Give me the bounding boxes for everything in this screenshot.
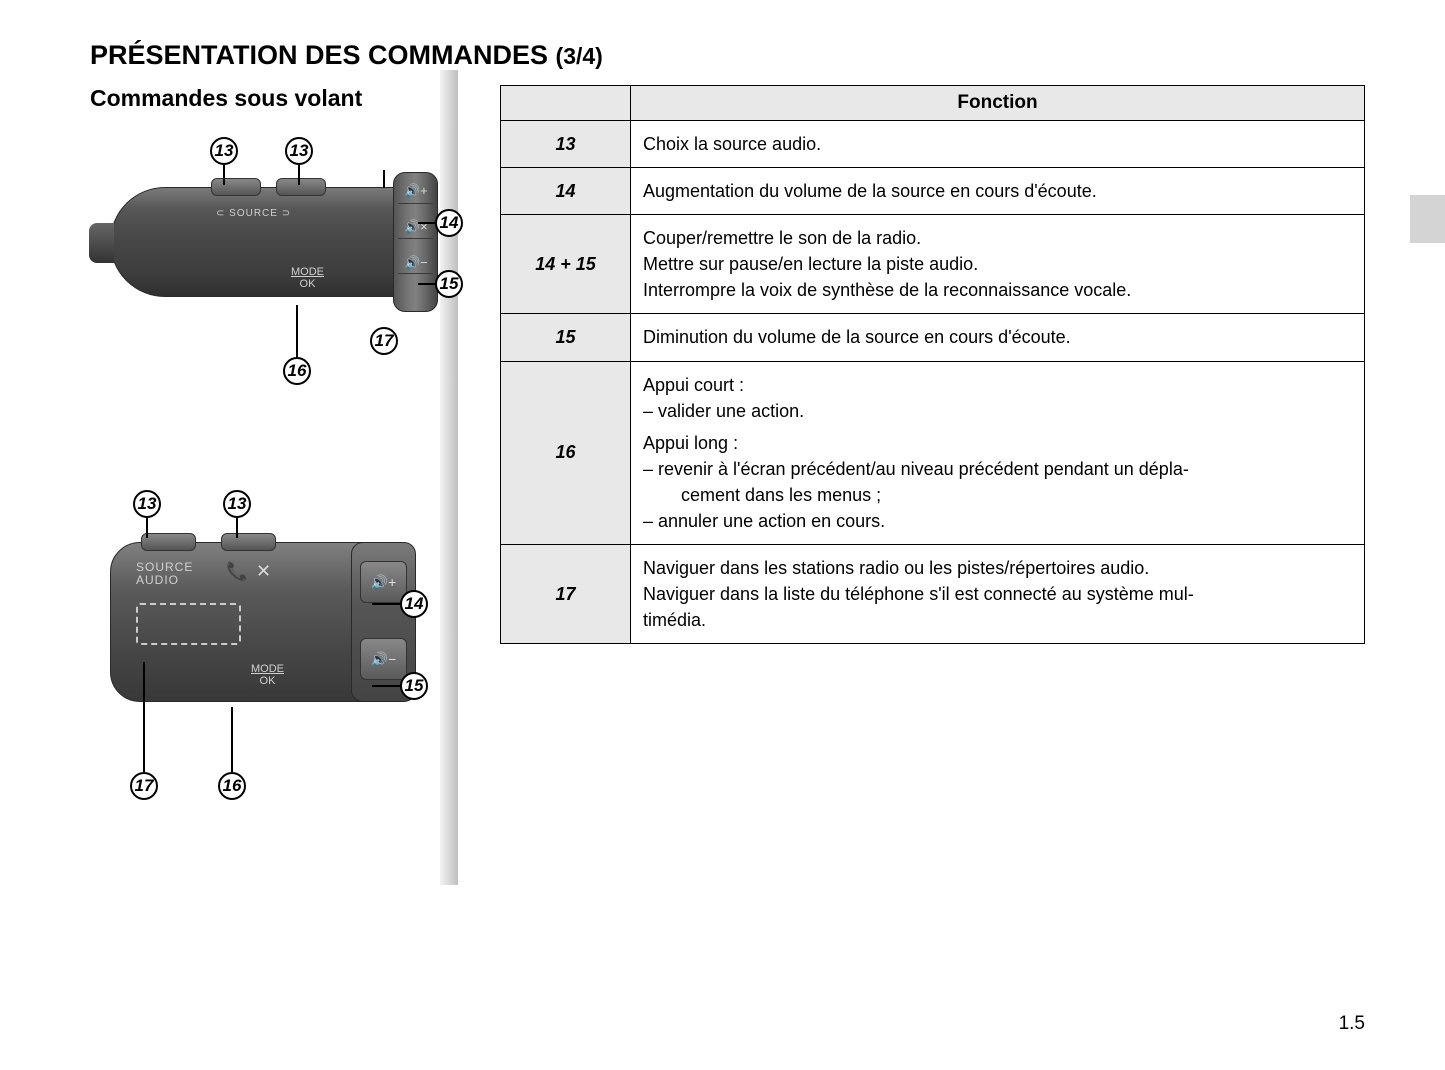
row-num: 17 <box>501 545 631 644</box>
desc-line: Mettre sur pause/en lecture la piste aud… <box>643 254 978 274</box>
desc-line: Couper/remettre le son de la radio. <box>643 228 921 248</box>
row-desc: Couper/remettre le son de la radio. Mett… <box>631 215 1365 314</box>
desc-line: Naviguer dans la liste du téléphone s'il… <box>643 584 1194 604</box>
short-item: – valider une action. <box>643 398 1352 424</box>
callout-2-13a: 13 <box>133 490 161 518</box>
title-fraction: (3/4) <box>556 43 603 69</box>
audio-text: AUDIO <box>136 573 179 587</box>
header-fonction: Fonction <box>631 86 1365 121</box>
function-table: Fonction 13 Choix la source audio. 14 Au… <box>500 85 1365 644</box>
mode-ok-label: MODE OK <box>291 266 324 290</box>
mode-text-2: MODE <box>251 663 284 675</box>
row-num: 13 <box>501 121 631 168</box>
device-1-body: ⊂ SOURCE ⊃ MODE OK <box>110 187 430 297</box>
table-row: 14 + 15 Couper/remettre le son de la rad… <box>501 215 1365 314</box>
vol-down-button: 🔊− <box>360 638 407 680</box>
source-audio-label: SOURCE AUDIO <box>136 561 193 587</box>
speaker-down-icon-2: 🔊− <box>371 651 397 668</box>
page-side-tab <box>1410 195 1445 243</box>
long-label: Appui long : <box>643 430 1352 456</box>
callout-13a: 13 <box>210 137 238 165</box>
callout-15: 15 <box>435 270 463 298</box>
top-button-1 <box>211 178 261 196</box>
speaker-down-icon: 🔊− <box>404 255 428 271</box>
subtitle: Commandes sous volant <box>90 85 470 112</box>
right-column: Fonction 13 Choix la source audio. 14 Au… <box>490 85 1365 897</box>
long-item-1a: – revenir à l'écran précédent/au niveau … <box>643 456 1352 482</box>
callout-17: 17 <box>370 327 398 355</box>
callout-2-15: 15 <box>400 672 428 700</box>
desc-line: timédia. <box>643 610 706 630</box>
row-desc: Choix la source audio. <box>631 121 1365 168</box>
row-desc: Augmentation du volume de la source en c… <box>631 168 1365 215</box>
ok-text: OK <box>300 278 316 290</box>
table-row: 13 Choix la source audio. <box>501 121 1365 168</box>
figure-2: SOURCE AUDIO 📞 ✕ MODE OK 🔊+ <box>90 492 470 802</box>
row-desc: Naviguer dans les stations radio ou les … <box>631 545 1365 644</box>
row-desc: Appui court : – valider une action. Appu… <box>631 361 1365 545</box>
row-num: 16 <box>501 361 631 545</box>
table-row: 17 Naviguer dans les stations radio ou l… <box>501 545 1365 644</box>
table-row: 16 Appui court : – valider une action. A… <box>501 361 1365 545</box>
callout-2-14: 14 <box>400 590 428 618</box>
long-item-1b: cement dans les menus ; <box>643 482 1352 508</box>
page-number: 1.5 <box>1339 1013 1365 1035</box>
callout-13b: 13 <box>285 137 313 165</box>
ok-text-2: OK <box>260 675 276 687</box>
top-button-2-1 <box>141 533 196 551</box>
mode-ok-label-2: MODE OK <box>251 663 284 687</box>
dotted-area <box>136 603 241 645</box>
desc-line: Naviguer dans les stations radio ou les … <box>643 558 1149 578</box>
row-num: 14 <box>501 168 631 215</box>
page-title: PRÉSENTATION DES COMMANDES (3/4) <box>90 40 1365 71</box>
mode-text: MODE <box>291 266 324 278</box>
row-num: 15 <box>501 314 631 361</box>
side-wheel: 🔊+ 🔊× 🔊− <box>393 172 438 312</box>
phone-pickup-icon: 📞 <box>226 561 248 582</box>
header-empty <box>501 86 631 121</box>
speaker-up-icon-2: 🔊+ <box>371 574 397 591</box>
vol-up-button: 🔊+ <box>360 561 407 603</box>
callout-14: 14 <box>435 209 463 237</box>
long-item-2: – annuler une action en cours. <box>643 508 1352 534</box>
short-label: Appui court : <box>643 375 744 395</box>
row-num: 14 + 15 <box>501 215 631 314</box>
speaker-up-icon: 🔊+ <box>404 183 428 199</box>
callout-2-17: 17 <box>130 772 158 800</box>
content-row: Commandes sous volant ⊂ SOURCE ⊃ MODE OK <box>90 85 1365 897</box>
desc-line: Interrompre la voix de synthèse de la re… <box>643 280 1131 300</box>
left-column: Commandes sous volant ⊂ SOURCE ⊃ MODE OK <box>90 85 470 897</box>
callout-2-16: 16 <box>218 772 246 800</box>
callout-2-13b: 13 <box>223 490 251 518</box>
top-button-2 <box>276 178 326 196</box>
source-label: ⊂ SOURCE ⊃ <box>216 208 291 219</box>
callout-16: 16 <box>283 357 311 385</box>
figure-1: ⊂ SOURCE ⊃ MODE OK 🔊+ 🔊× 🔊− <box>90 137 470 397</box>
source-text: SOURCE <box>136 560 193 574</box>
device-1: ⊂ SOURCE ⊃ MODE OK 🔊+ 🔊× 🔊− <box>110 137 430 327</box>
device-2: SOURCE AUDIO 📞 ✕ MODE OK 🔊+ <box>110 492 410 682</box>
table-row: 15 Diminution du volume de la source en … <box>501 314 1365 361</box>
top-button-2-2 <box>221 533 276 551</box>
title-main: PRÉSENTATION DES COMMANDES <box>90 40 548 70</box>
table-row: 14 Augmentation du volume de la source e… <box>501 168 1365 215</box>
phone-hangup-icon: ✕ <box>256 561 271 582</box>
row-desc: Diminution du volume de la source en cou… <box>631 314 1365 361</box>
table-header-row: Fonction <box>501 86 1365 121</box>
